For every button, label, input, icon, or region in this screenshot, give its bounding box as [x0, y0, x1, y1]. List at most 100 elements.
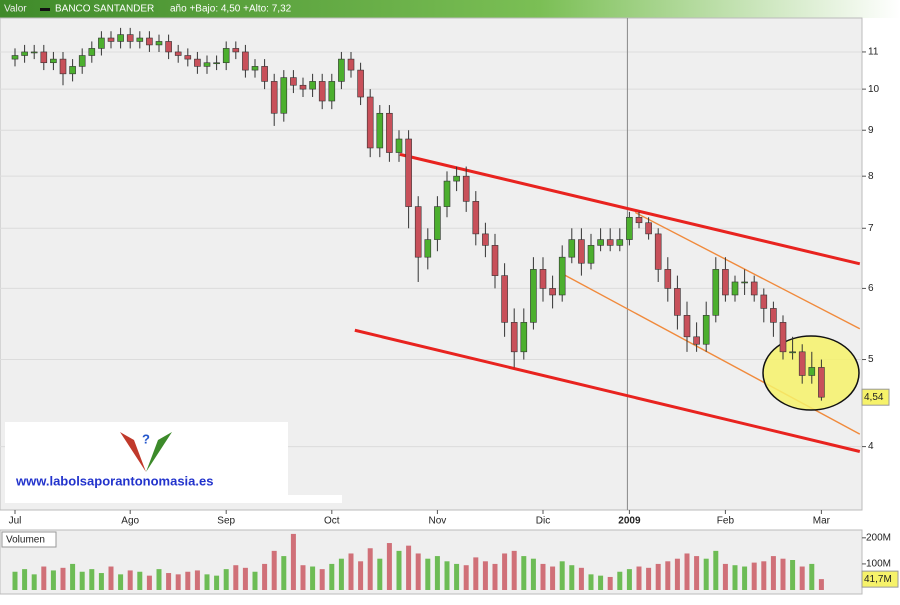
series-swatch — [40, 8, 50, 11]
candle-body — [789, 351, 796, 354]
candle-body — [520, 322, 528, 353]
volume-bar — [482, 561, 488, 590]
volume-bar — [569, 565, 575, 590]
candle-body — [683, 315, 691, 338]
volume-bar — [204, 574, 210, 590]
candle-body — [664, 269, 672, 289]
candles — [11, 27, 825, 401]
candle-body — [539, 269, 547, 289]
volume-bar — [12, 571, 18, 590]
candle-body — [568, 239, 576, 258]
volume-bar — [473, 557, 479, 590]
candle-body — [482, 233, 489, 246]
volume-bar — [281, 556, 287, 590]
volume-bar — [166, 573, 172, 590]
volume-bar — [646, 567, 652, 590]
volume-bar — [559, 561, 565, 590]
candle-body — [280, 77, 288, 114]
volume-bar — [799, 566, 805, 590]
volume-bar — [223, 569, 229, 590]
x-tick-label: Dic — [536, 516, 550, 527]
volume-bar — [377, 558, 383, 590]
candle-body — [424, 239, 432, 258]
candle-body — [558, 256, 566, 296]
candle-body — [117, 34, 124, 42]
volume-bar — [742, 566, 748, 590]
volume-bar — [674, 558, 680, 590]
volume-bar — [636, 566, 642, 590]
candle-body — [386, 112, 393, 153]
trend-line — [399, 152, 861, 266]
x-tick-label: Feb — [717, 516, 735, 527]
candle-body — [136, 37, 144, 42]
volume-bar — [434, 556, 440, 590]
candle-body — [808, 367, 816, 376]
volume-bar — [348, 553, 354, 590]
candle-body — [184, 55, 192, 60]
volume-bar — [732, 565, 738, 590]
last-volume-box — [861, 570, 899, 588]
volume-bar — [588, 574, 594, 590]
candle-body — [328, 81, 336, 102]
candle-body — [146, 37, 153, 46]
volume-plot — [0, 529, 863, 595]
candle-body — [242, 51, 249, 71]
candle-body — [453, 175, 460, 182]
candle-body — [347, 58, 355, 71]
candle-body — [174, 51, 182, 56]
candle-body — [635, 216, 643, 224]
candle-body — [693, 336, 700, 345]
candle-body — [299, 84, 307, 90]
candle-body — [616, 239, 624, 246]
candle-body — [414, 206, 422, 258]
volume-bar — [70, 563, 76, 590]
candle-body — [203, 62, 211, 67]
candle-body — [155, 41, 163, 46]
candle-body — [11, 55, 19, 60]
candle-body — [59, 58, 67, 75]
candle-body — [606, 239, 614, 246]
candle-body — [472, 201, 480, 235]
volume-bar — [598, 575, 604, 590]
y-tick-label: 9 — [868, 125, 874, 136]
candle-body — [702, 315, 710, 345]
volume-bar — [300, 565, 306, 590]
y-tick-label: 4 — [868, 441, 874, 452]
volume-bar — [540, 563, 546, 590]
candle-body — [674, 288, 681, 316]
volume-title: Volumen — [6, 535, 45, 546]
volume-bar — [118, 574, 124, 590]
candle-body — [318, 81, 326, 102]
header-label: Valor — [4, 4, 27, 15]
candle-body — [491, 245, 499, 276]
candle-body — [50, 58, 57, 64]
y-tick-label: 8 — [868, 171, 874, 182]
volume-bar — [415, 553, 421, 590]
volume-bar — [578, 567, 584, 590]
watermark-box — [5, 422, 288, 495]
volume-bar — [31, 574, 37, 590]
volume-bar — [617, 571, 623, 590]
x-tick-label: Nov — [429, 516, 447, 527]
volume-bar — [454, 563, 460, 590]
volume-bar — [271, 550, 277, 590]
volume-bar — [550, 566, 556, 590]
volume-bar — [809, 563, 815, 590]
volume-bar — [233, 565, 239, 590]
candle-body — [798, 351, 806, 376]
candle-body — [261, 66, 268, 82]
candle-body — [126, 34, 134, 42]
volume-bar — [252, 571, 258, 590]
candle-body — [712, 269, 720, 316]
volume-bar — [444, 561, 450, 590]
volume-bar — [127, 570, 133, 590]
candle-body — [78, 55, 86, 67]
volume-bar — [780, 558, 786, 590]
volume-bar — [242, 567, 248, 590]
logo-left — [120, 432, 146, 472]
volume-bar — [790, 560, 796, 590]
candle-body — [731, 281, 739, 296]
y-tick-label: 200M — [866, 532, 891, 543]
volume-bar — [502, 553, 508, 590]
